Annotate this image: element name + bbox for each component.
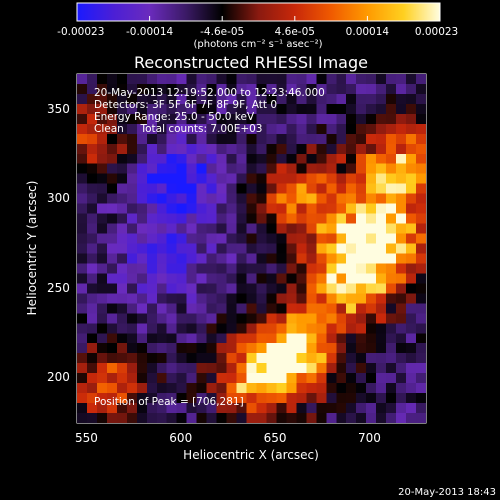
colorbar-tick-label: -0.00014 [125,26,174,38]
annotation-energy-range: Energy Range: 25.0 - 50.0 keV [94,111,255,123]
x-axis-label: Heliocentric X (arcsec) [183,448,319,462]
colorbar-unit-label: (photons cm⁻² s⁻¹ asec⁻²) [193,39,323,50]
y-tick-label: 350 [47,101,70,116]
y-tick-label: 200 [47,370,70,385]
heatmap-image [77,74,426,423]
x-tick-label: 700 [357,431,381,445]
colorbar-tick-label: 0.00023 [414,26,459,38]
annotation-method-counts: Clean Total counts: 7.00E+03 [94,123,263,135]
annotation-peak: Position of Peak = [706,281] [94,396,244,408]
chart-title: Reconstructed RHESSI Image [134,53,368,72]
colorbar-tick-label: -0.00023 [57,26,105,38]
annotation-detectors: Detectors: 3F 5F 6F 7F 8F 9F, Att 0 [94,99,278,111]
colorbar-tick-label: -4.6e-05 [200,26,245,38]
y-tick-label: 300 [47,191,70,206]
colorbar [76,2,441,22]
y-axis-label: Heliocentric Y (arcsec) [25,180,39,316]
x-tick-label: 600 [169,431,193,445]
y-tick-label: 250 [47,280,70,295]
x-tick-label: 650 [263,431,287,445]
annotation-time-range: 20-May-2013 12:19:52.000 to 12:23:46.000 [94,87,325,99]
colorbar-tick-label: 4.6e-05 [274,26,315,38]
colorbar-tick-label: 0.00014 [345,26,390,38]
footer-date: 20-May-2013 18:43 [398,487,496,498]
x-tick-label: 550 [74,431,98,445]
